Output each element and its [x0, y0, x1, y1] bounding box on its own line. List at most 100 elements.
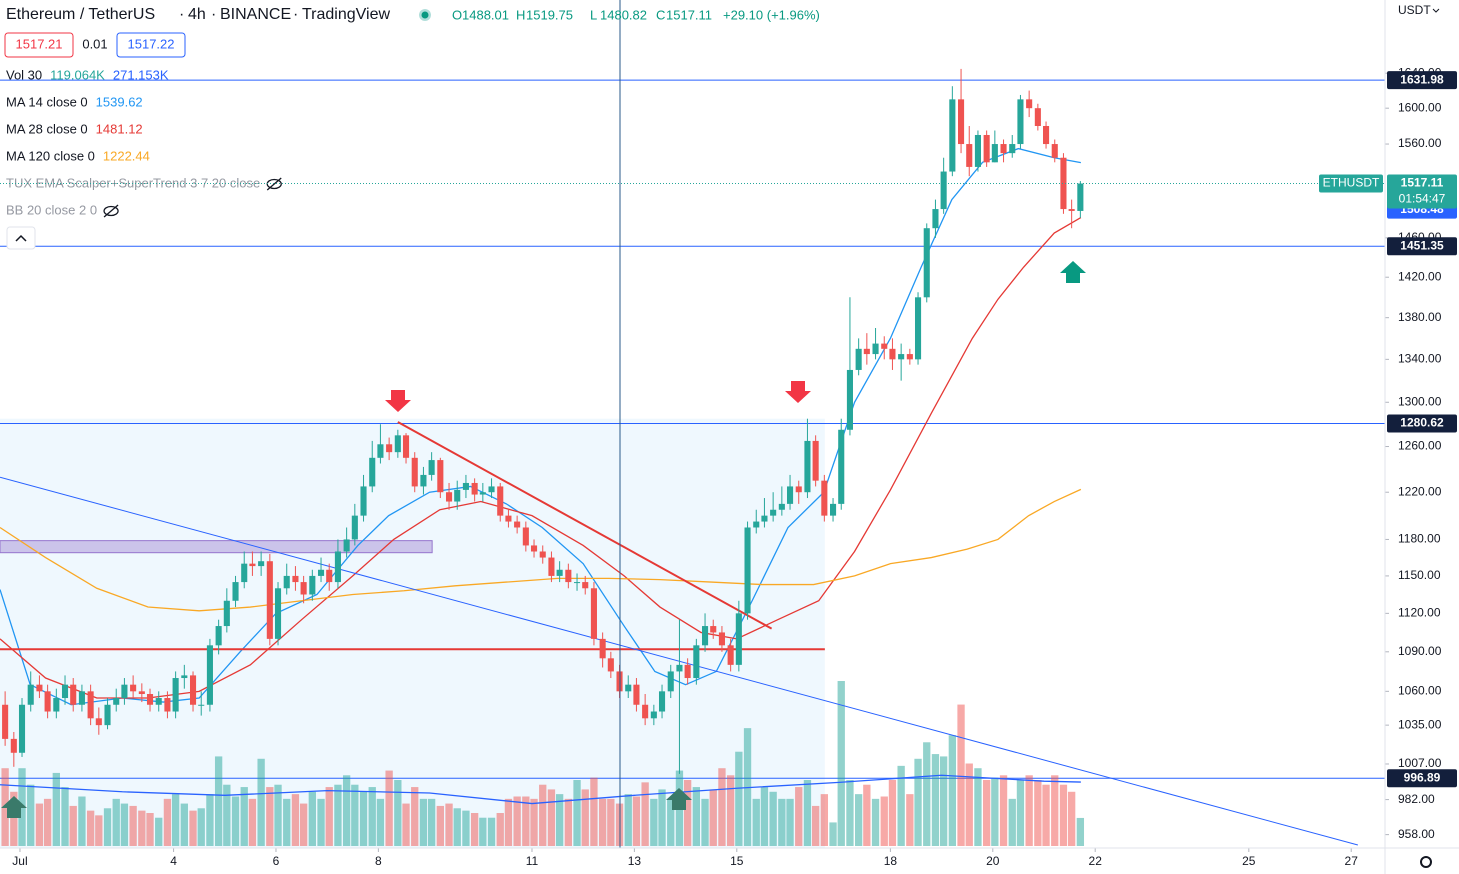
candle-body — [744, 527, 751, 614]
volume-bar — [248, 798, 257, 846]
x-tick-label: Jul — [12, 854, 27, 868]
y-tick-label: 1035.00 — [1398, 717, 1442, 731]
buy-price[interactable]: 1517.22 — [128, 36, 175, 51]
y-tick-label: 1260.00 — [1398, 439, 1442, 453]
ohlc-letter: O — [452, 7, 462, 22]
candle-body — [44, 691, 51, 712]
volume-bar — [581, 789, 589, 846]
volume-bar — [266, 787, 274, 846]
volume-bar — [547, 789, 556, 846]
legend-name: Vol 30 — [6, 67, 42, 82]
volume-bar — [522, 796, 530, 846]
volume-bar — [871, 798, 880, 846]
volume-ma-line — [0, 774, 1081, 805]
candle-body — [181, 675, 188, 679]
volume-bar — [308, 791, 316, 846]
y-tick-label: 1340.00 — [1398, 352, 1442, 366]
x-tick-label: 27 — [1345, 854, 1359, 868]
candle-body — [258, 561, 265, 567]
volume-bar — [163, 798, 172, 846]
candle-body — [309, 575, 316, 595]
volume-bar — [155, 817, 163, 846]
candle-body — [351, 515, 358, 540]
candle-body — [18, 704, 26, 753]
volume-bar — [231, 796, 240, 846]
buy-box[interactable] — [116, 32, 186, 58]
currency[interactable]: USDT — [1398, 3, 1431, 17]
sell-box[interactable] — [4, 32, 74, 58]
volume-bar — [863, 784, 871, 846]
legend-value: 1481.12 — [96, 121, 143, 136]
candle-body — [78, 691, 85, 705]
volume-bar — [1016, 780, 1025, 846]
volume-bar — [939, 756, 948, 846]
candle-body — [454, 489, 461, 502]
volume-bar — [334, 784, 342, 846]
spread: 0.01 — [82, 36, 107, 51]
trend-line — [397, 421, 773, 630]
volume-bar — [931, 754, 940, 846]
candle-body — [958, 99, 965, 145]
candle-body — [966, 144, 973, 167]
exchange: BINANCE — [220, 6, 291, 23]
candle-body — [377, 444, 384, 458]
current-price-label: 1517.11 — [1401, 176, 1444, 190]
legend-value: 1539.62 — [96, 94, 143, 109]
collapse-button[interactable] — [6, 226, 36, 250]
y-tick-label: 1600.00 — [1398, 100, 1442, 114]
volume-bar — [837, 681, 845, 846]
candle-body — [530, 545, 538, 552]
volume-bar — [317, 798, 325, 846]
volume-bar — [197, 808, 205, 846]
volume-bar — [240, 787, 248, 846]
volume-bar — [999, 775, 1008, 846]
volume-bar — [27, 784, 35, 846]
candle-body — [701, 626, 709, 646]
settings-icon[interactable] — [1420, 856, 1432, 868]
candle-body — [138, 691, 145, 695]
candle-body — [232, 582, 239, 601]
candle-body — [940, 171, 947, 210]
candle-body — [786, 486, 794, 504]
volume-bar — [658, 789, 666, 846]
volume-bar — [462, 810, 470, 846]
ohlc-letter: C — [656, 7, 665, 22]
volume-bar — [1059, 784, 1068, 846]
candle-body — [113, 698, 120, 705]
volume-bar — [854, 794, 863, 846]
legend-name: TUX EMA Scalper+SuperTrend 3 7 20 close — [6, 175, 260, 190]
up-arrow — [1060, 261, 1086, 283]
candle-body — [590, 588, 597, 639]
candle-body — [573, 582, 581, 584]
candle-body — [522, 527, 529, 546]
volume-bar — [61, 787, 69, 846]
candle-body — [206, 645, 213, 705]
x-tick-label: 20 — [986, 854, 1000, 868]
level-badge — [1387, 414, 1457, 433]
candle-body — [428, 460, 435, 475]
x-tick-label: 6 — [273, 854, 280, 868]
candle-body — [343, 539, 350, 552]
candle-body — [274, 588, 282, 639]
volume-bar — [35, 803, 44, 846]
volume-bar — [274, 784, 282, 846]
candle-body — [846, 369, 853, 430]
volume-bar — [632, 796, 641, 846]
candle-body — [761, 515, 768, 522]
candle-body — [795, 486, 802, 493]
candle-body — [1009, 144, 1016, 154]
trend-line — [0, 476, 1358, 846]
sell-price[interactable]: 1517.21 — [16, 36, 63, 51]
status-dot — [421, 11, 429, 19]
candle-body — [642, 704, 649, 719]
candle-body — [292, 575, 299, 583]
volume-bar — [120, 803, 129, 846]
symbol: Ethereum / TetherUS — [6, 6, 155, 23]
zone — [0, 418, 825, 848]
volume-bar — [257, 758, 265, 846]
y-tick-label: 1120.00 — [1398, 606, 1441, 620]
volume-bar — [965, 763, 973, 846]
candle-body — [198, 704, 205, 706]
x-tick-label: 13 — [628, 854, 642, 868]
